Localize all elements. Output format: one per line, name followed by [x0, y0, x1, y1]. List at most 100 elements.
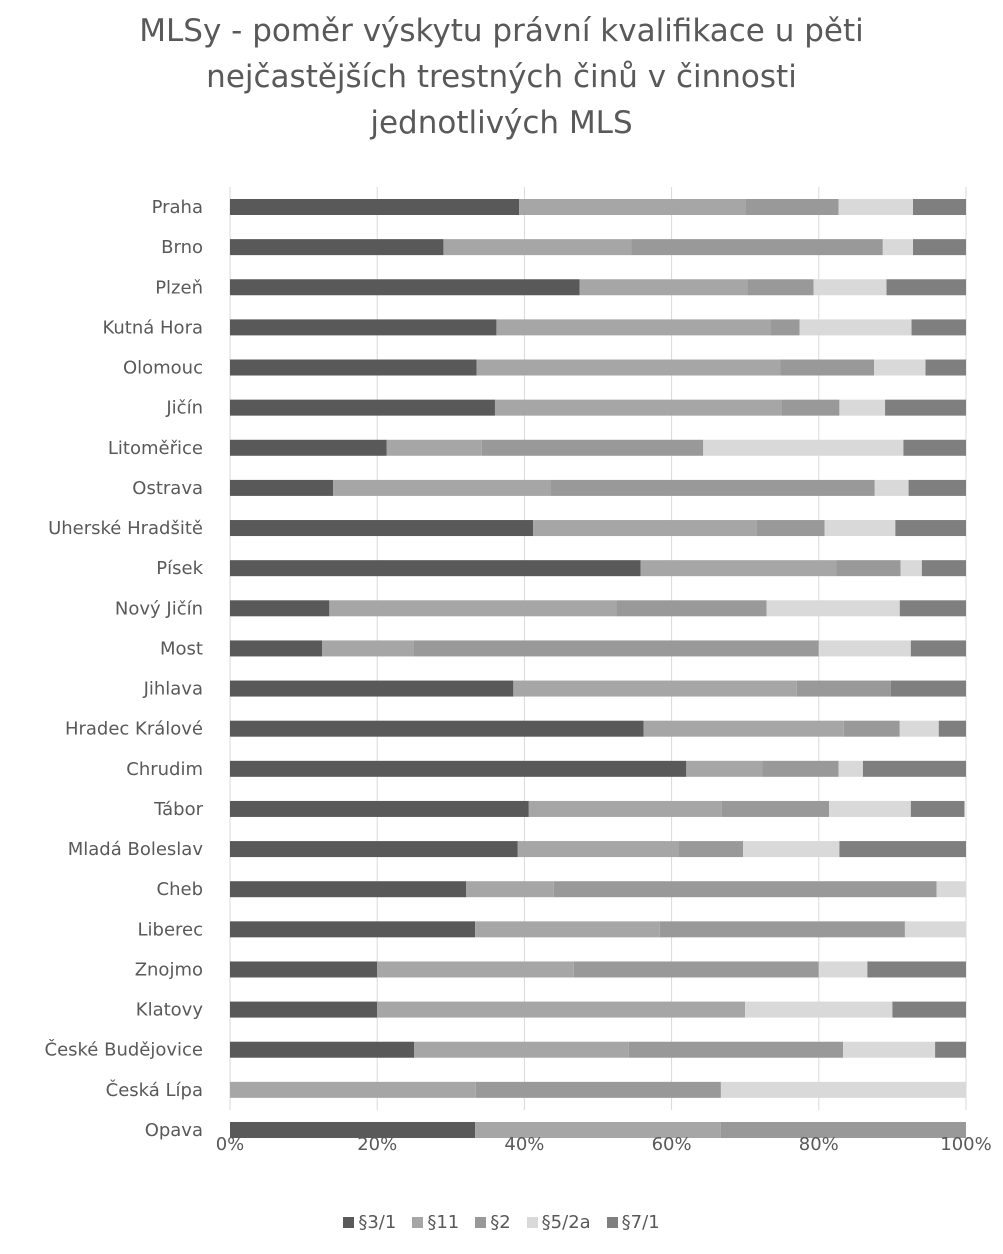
bar-segment — [414, 1041, 629, 1058]
bar-segment — [640, 560, 837, 577]
bar-segment — [886, 279, 966, 296]
bar-segment — [836, 560, 901, 577]
category-label: Litoměřice — [108, 438, 203, 459]
bar-segment — [616, 600, 767, 617]
legend-swatch — [412, 1217, 424, 1228]
category-label: Hradec Králové — [65, 719, 203, 740]
bar-segment — [913, 239, 966, 256]
bar-segment — [230, 1041, 414, 1058]
bar-segment — [756, 520, 825, 537]
legend-label: §2 — [490, 1212, 511, 1233]
bar-segment — [230, 479, 334, 496]
bar-segment — [885, 399, 966, 416]
bar-segment — [377, 1001, 746, 1018]
bar-segment — [230, 921, 476, 938]
bar-segment — [899, 720, 939, 737]
legend-item: §7/1 — [606, 1212, 660, 1233]
x-tick-label: 20% — [357, 1134, 397, 1155]
bar-segment — [643, 720, 844, 737]
legend-label: §7/1 — [621, 1212, 660, 1233]
bar-segment — [874, 359, 926, 376]
bar-segment — [513, 680, 797, 697]
bar-segment — [519, 199, 746, 215]
x-tick-label: 80% — [799, 1134, 839, 1155]
bar-segment — [230, 720, 644, 737]
bar-segment — [414, 640, 819, 657]
bar-segment — [895, 520, 966, 537]
bar-segment — [913, 199, 966, 215]
legend: §3/1 §11 §2 §5/2a §7/1 — [0, 1212, 1003, 1233]
bar-segment — [230, 1121, 476, 1138]
legend-item: §3/1 — [343, 1212, 396, 1233]
bar-segment — [550, 479, 875, 496]
legend-swatch — [343, 1217, 355, 1228]
bar-segment — [935, 1041, 966, 1058]
bar-segment — [824, 520, 896, 537]
bar-segment — [329, 600, 617, 617]
category-label: Liberec — [137, 919, 203, 940]
bar-segment — [631, 239, 883, 256]
bar-segment — [230, 520, 534, 537]
category-label: Chrudim — [126, 759, 203, 780]
legend-label: §11 — [427, 1212, 460, 1233]
bar-segment — [333, 479, 551, 496]
bar-segment — [230, 399, 495, 416]
stacked-bar-chart: Praha Brno Plzeň Kutná Hora Olomouc Jičín Lito… — [45, 187, 992, 1155]
bar-segment — [230, 961, 378, 978]
bar-segment — [874, 479, 909, 496]
category-label: České Budějovice — [45, 1039, 204, 1061]
bar-segment — [466, 881, 554, 898]
bar-segment — [818, 640, 911, 657]
legend-label: §3/1 — [358, 1212, 397, 1233]
bar-segment — [799, 319, 912, 336]
bar-segment — [377, 961, 574, 978]
bar-segment — [230, 199, 520, 215]
bar-segment — [475, 1121, 721, 1138]
bar-segment — [796, 680, 891, 697]
bar-segment — [839, 399, 886, 416]
category-label: Praha — [152, 197, 203, 218]
category-label: Klatovy — [136, 1000, 204, 1021]
bar-segment — [386, 439, 482, 456]
category-label: Plzeň — [155, 277, 203, 298]
bar-segment — [720, 1081, 966, 1098]
category-label: Uherské Hradšitě — [48, 518, 203, 539]
bar-segment — [720, 1121, 966, 1138]
bar-segment — [904, 921, 966, 938]
bar-segment — [494, 399, 782, 416]
legend-swatch — [475, 1217, 487, 1228]
bar-segment — [780, 359, 874, 376]
bar-segment — [911, 319, 966, 336]
bar-segment — [813, 279, 887, 296]
chart-title-line-1: MLSy - poměr výskytu právní kvalifikace … — [139, 13, 864, 49]
category-label: Opava — [145, 1120, 203, 1141]
bar-segment — [230, 560, 641, 577]
bar-segment — [579, 279, 748, 296]
bar-segment — [686, 760, 763, 777]
bar-segment — [721, 800, 830, 817]
chart-title-line-3: jednotlivých MLS — [370, 105, 633, 141]
bar-segment — [230, 640, 322, 657]
category-label: Brno — [161, 237, 203, 258]
category-label: Nový Jičín — [115, 598, 203, 619]
bar-segment — [230, 760, 687, 777]
bar-segment — [659, 921, 905, 938]
bar-segment — [910, 640, 966, 657]
bar-segment — [322, 640, 414, 657]
x-tick-label: 40% — [504, 1134, 544, 1155]
bar-segment — [838, 760, 863, 777]
legend-swatch — [606, 1217, 618, 1228]
bar-segment — [528, 800, 722, 817]
category-labels: Praha Brno Plzeň Kutná Hora Olomouc Jičín Lito… — [45, 197, 204, 1141]
bar-segment — [938, 720, 966, 737]
category-label: Znojmo — [135, 959, 203, 980]
category-label: Písek — [156, 558, 203, 579]
bar-segment — [230, 600, 330, 617]
bar-segment — [890, 680, 966, 697]
bar-segment — [742, 841, 840, 858]
bar-segment — [230, 239, 444, 256]
bar-segment — [745, 1001, 893, 1018]
bar-segment — [900, 560, 922, 577]
bar-segment — [517, 841, 679, 858]
bar-segment — [230, 680, 514, 697]
